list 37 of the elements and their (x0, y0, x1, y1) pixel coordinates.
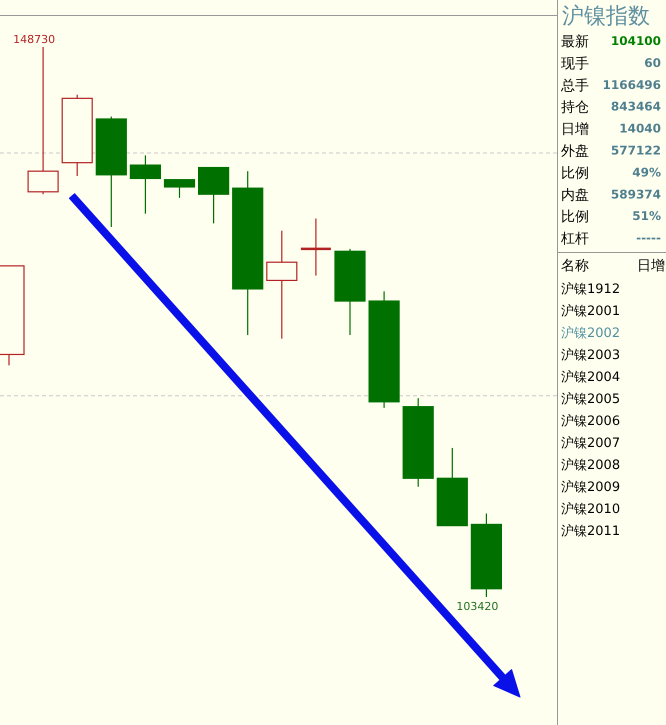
category-label: 总手 (560, 78, 589, 94)
category-label: 沪镍2005 (561, 391, 620, 407)
category-label: 日增 (561, 122, 589, 138)
text: 577122 (610, 144, 661, 158)
category-label: 沪镍2009 (561, 479, 620, 495)
category-label: 沪镍2001 (561, 303, 620, 319)
category-label: 沪镍2010 (561, 501, 620, 517)
category-label: 内盘 (561, 187, 589, 204)
category-label: 沪镍2008 (561, 457, 620, 473)
text: 148730 (13, 33, 56, 46)
text: 名称 (561, 258, 589, 274)
text: 104100 (610, 34, 661, 48)
category-label: 比例 (561, 165, 589, 182)
text: 1166496 (602, 78, 661, 92)
category-label: 持仓 (561, 100, 589, 116)
category-label: 比例 (561, 209, 589, 226)
text: 14040 (619, 122, 661, 136)
text: 51% (632, 209, 661, 224)
category-label: 沪镍1912 (561, 281, 620, 297)
category-label: 沪镍2006 (561, 413, 620, 429)
category-label: 沪镍2004 (561, 369, 620, 385)
category-label: 沪镍2003 (561, 347, 620, 363)
text: 843464 (610, 100, 661, 114)
category-label: 沪镍2002 (561, 325, 620, 341)
category-label: 最新 (561, 34, 589, 50)
category-label: 外盘 (561, 144, 589, 160)
category-label: 杠杆 (560, 231, 589, 248)
text: 日增 (637, 258, 665, 274)
category-label: 沪镍2007 (561, 435, 620, 451)
category-label: 现手 (561, 56, 589, 72)
text: 103420 (456, 600, 498, 613)
text: 沪镍指数 (562, 4, 650, 29)
category-label: 沪镍2011 (561, 523, 620, 539)
text: ----- (636, 231, 661, 246)
text: 49% (632, 165, 661, 180)
text: 60 (644, 56, 661, 70)
text: 589374 (610, 187, 661, 202)
